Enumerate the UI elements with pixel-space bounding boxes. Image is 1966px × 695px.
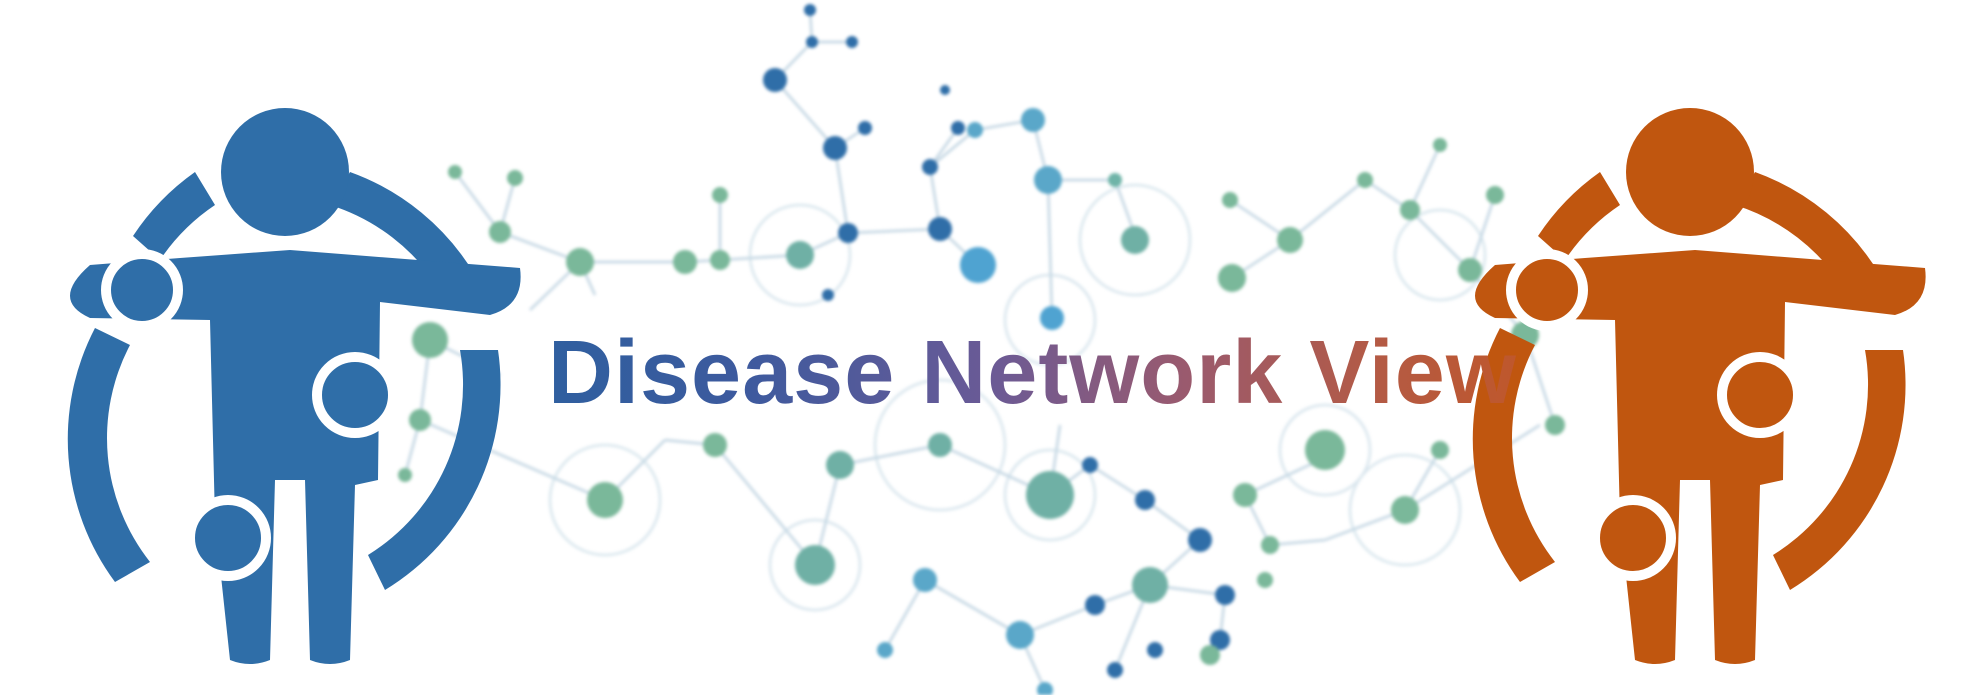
- title-container: Disease Network View: [548, 318, 1528, 428]
- human-body-joints-icon: [1472, 108, 1926, 664]
- page-title: Disease Network View: [548, 318, 1528, 428]
- human-body-joints-icon: [67, 108, 521, 664]
